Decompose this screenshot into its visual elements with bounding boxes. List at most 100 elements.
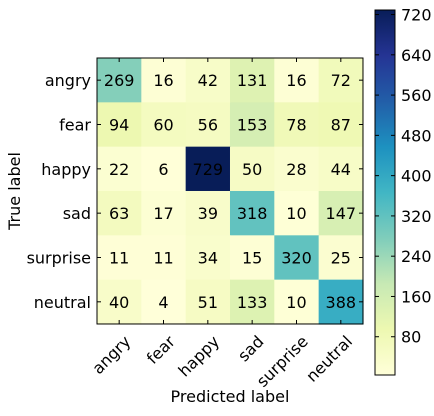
heatmap-cell [141, 190, 187, 236]
cell-value-label: 16 [153, 71, 173, 90]
cell-value-label: 10 [286, 204, 306, 223]
y-tick-label: happy [41, 160, 91, 179]
heatmap-cell [229, 235, 275, 281]
cell-value-label: 17 [153, 204, 173, 223]
heatmap-cell [318, 146, 364, 192]
cell-value-label: 153 [237, 115, 268, 134]
colorbar-tick-label: 720 [401, 6, 432, 25]
cell-value-label: 388 [326, 293, 357, 312]
cell-value-label: 44 [331, 160, 351, 179]
colorbar-tick-label: 400 [401, 167, 432, 186]
colorbar-tick-label: 80 [401, 328, 421, 347]
colorbar-tick-label: 560 [401, 86, 432, 105]
cell-value-label: 60 [153, 115, 173, 134]
x-tick-label: angry [88, 332, 134, 378]
cell-value-label: 56 [198, 115, 218, 134]
cell-value-label: 87 [331, 115, 351, 134]
cell-value-label: 318 [237, 204, 268, 223]
cell-value-label: 63 [109, 204, 129, 223]
heatmap-cell [229, 146, 275, 192]
heatmap-cell [274, 279, 320, 325]
heatmap-cell [185, 235, 231, 281]
plot-frame [96, 57, 364, 325]
x-tick-label: happy [175, 332, 224, 381]
y-tick-label: neutral [34, 293, 91, 312]
colorbar-tick-label: 320 [401, 207, 432, 226]
heatmap-cell [97, 190, 142, 236]
heatmap-cell [318, 279, 364, 325]
cell-value-label: 42 [198, 71, 218, 90]
heatmap-cell [318, 58, 364, 103]
heatmap-cell [141, 102, 187, 148]
cell-value-label: 50 [242, 160, 262, 179]
heatmap-cell [274, 235, 320, 281]
y-tick-label: surprise [27, 248, 91, 267]
heatmap-cell [97, 58, 142, 103]
colorbar-tick-label: 480 [401, 126, 432, 145]
heatmap-cell [97, 146, 142, 192]
heatmap-cell [97, 102, 142, 148]
x-tick-label: neutral [302, 332, 356, 386]
cell-value-label: 131 [237, 71, 268, 90]
heatmap-cell [274, 58, 320, 103]
cell-value-labels: 269 16 42 131 16 72 94 60 56 153 78 87 22 6 729 50 28 44 6… [104, 71, 356, 312]
cell-value-label: 11 [109, 248, 129, 267]
colorbar: 80 160 240 320 400 480 560 640 720 [374, 6, 432, 376]
heatmap-cell [97, 279, 142, 325]
cell-value-label: 25 [331, 248, 351, 267]
cell-value-label: 15 [242, 248, 262, 267]
colorbar-tick-label: 640 [401, 46, 432, 65]
cell-value-label: 4 [158, 293, 168, 312]
cell-value-label: 40 [109, 293, 129, 312]
heatmap-cell [274, 146, 320, 192]
cell-value-label: 133 [237, 293, 268, 312]
heatmap-cell [318, 235, 364, 281]
heatmap-cell [318, 102, 364, 148]
heatmap-cell [141, 146, 187, 192]
x-tick-label: sad [234, 332, 267, 365]
cell-value-label: 11 [153, 248, 173, 267]
y-tick-label: fear [59, 115, 91, 134]
cell-value-label: 16 [286, 71, 306, 90]
heatmap-cell [229, 279, 275, 325]
cell-value-label: 72 [331, 71, 351, 90]
y-tick-label: angry [45, 71, 91, 90]
cell-value-label: 34 [198, 248, 218, 267]
cell-value-label: 39 [198, 204, 218, 223]
cell-value-label: 22 [109, 160, 129, 179]
cell-value-label: 269 [104, 71, 135, 90]
cell-value-label: 78 [286, 115, 306, 134]
cell-value-label: 28 [286, 160, 306, 179]
heatmap-cell [229, 58, 275, 103]
heatmap-cell [185, 58, 231, 103]
heatmap-cell [318, 190, 364, 236]
heatmap-cell [141, 58, 187, 103]
heatmap-cells [97, 58, 364, 325]
y-tick-label: sad [63, 204, 91, 223]
heatmap-cell [185, 102, 231, 148]
cell-value-label: 729 [193, 160, 224, 179]
heatmap-cell [185, 146, 231, 192]
heatmap-cell [274, 102, 320, 148]
heatmap-cell [185, 190, 231, 236]
heatmap-cell [229, 102, 275, 148]
heatmap-cell [274, 190, 320, 236]
heatmap-cell [97, 235, 142, 281]
colorbar-gradient [374, 9, 396, 376]
x-tick-label: fear [143, 332, 179, 368]
cell-value-label: 147 [326, 204, 357, 223]
cell-value-label: 320 [281, 248, 312, 267]
cell-value-label: 51 [198, 293, 218, 312]
cell-value-label: 10 [286, 293, 306, 312]
cell-value-label: 6 [158, 160, 168, 179]
cell-value-label: 94 [109, 115, 129, 134]
colorbar-tick-label: 160 [401, 287, 432, 306]
colorbar-tick-label: 240 [401, 247, 432, 266]
x-axis-label: Predicted label [171, 387, 290, 406]
y-tick-labels: angry fear happy sad surprise neutral [27, 71, 363, 312]
heatmap-cell [141, 235, 187, 281]
y-axis-label: True label [5, 152, 24, 231]
heatmap-cell [229, 190, 275, 236]
